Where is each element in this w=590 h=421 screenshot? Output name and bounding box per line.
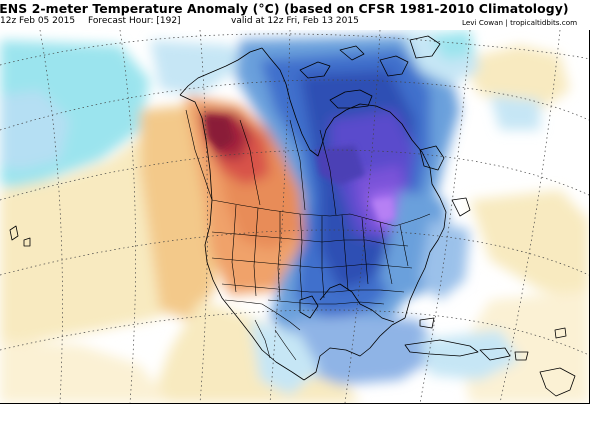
init-time: 12z Feb 05 2015 bbox=[0, 16, 76, 26]
valid-time: valid at 12z Fri, Feb 13 2015 bbox=[231, 16, 359, 26]
map-title: -ENS 2-meter Temperature Anomaly (°C) (b… bbox=[0, 1, 569, 16]
anomaly-map bbox=[0, 30, 590, 404]
forecast-hour: Forecast Hour: [192] bbox=[88, 16, 181, 26]
run-info-line: 12z Feb 05 2015 Forecast Hour: [192] val… bbox=[0, 16, 590, 29]
credit-text: Levi Cowan | tropicaltidbits.com bbox=[462, 18, 578, 27]
borders bbox=[185, 109, 431, 361]
coastlines bbox=[9, 35, 576, 397]
lat-lon-grid bbox=[0, 30, 589, 403]
